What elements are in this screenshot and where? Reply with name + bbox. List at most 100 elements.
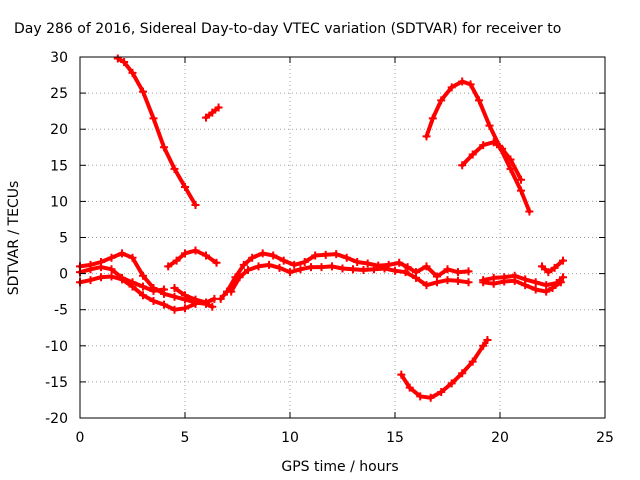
y-tick-label: 15 [50, 158, 68, 174]
data-point [525, 207, 534, 216]
series-line [78, 274, 198, 312]
data-point [311, 251, 320, 260]
y-tick-label: -5 [54, 303, 68, 319]
y-tick-label: 25 [50, 86, 68, 102]
data-point [172, 256, 181, 265]
data-point [479, 141, 488, 150]
data-point [170, 305, 179, 314]
data-point [517, 186, 525, 195]
series-band-d [170, 284, 219, 307]
data-point [458, 161, 467, 170]
data-point [548, 284, 557, 293]
data-point [475, 96, 483, 105]
data-point [464, 267, 473, 276]
data-point [464, 278, 473, 287]
data-point [97, 273, 105, 282]
x-axis-title: GPS time / hours [281, 459, 398, 475]
data-point [181, 291, 189, 300]
data-point [239, 260, 248, 269]
data-point [403, 263, 412, 272]
y-tick-label: 0 [59, 267, 68, 283]
data-point [559, 256, 567, 265]
data-point [380, 264, 389, 273]
data-point [86, 276, 95, 285]
series-line [424, 79, 532, 214]
data-point [458, 369, 467, 378]
data-point [422, 281, 431, 290]
data-point [208, 302, 217, 311]
data-point [191, 246, 200, 255]
y-tick-label: 20 [50, 122, 68, 138]
data-point [160, 300, 168, 309]
data-point [479, 341, 488, 350]
y-axis-title: SDTVAR / TECUs [6, 181, 22, 296]
data-point [113, 54, 122, 63]
chart-title: Day 286 of 2016, Sidereal Day-to-day VTE… [14, 21, 561, 37]
data-point [342, 253, 351, 262]
data-point [506, 155, 515, 164]
series-line [166, 248, 219, 269]
data-point [279, 256, 288, 265]
data-point [370, 265, 378, 274]
series-layer [76, 54, 567, 402]
data-point [139, 87, 147, 96]
series-band-e [164, 246, 221, 271]
data-point [458, 77, 467, 86]
data-point [97, 263, 105, 272]
data-point [468, 357, 477, 366]
data-point [401, 268, 410, 277]
data-point [265, 260, 273, 269]
data-point [235, 273, 244, 282]
x-tick-label: 15 [386, 430, 404, 446]
data-point [149, 286, 158, 295]
data-point [118, 275, 126, 284]
data-point [170, 284, 179, 293]
data-point [258, 249, 267, 258]
data-point [485, 121, 494, 130]
data-point [227, 287, 236, 296]
data-point [216, 294, 225, 303]
x-tick-label: 25 [596, 430, 614, 446]
data-point [181, 182, 189, 191]
series-line [218, 251, 471, 301]
series-line [115, 56, 198, 207]
data-point [426, 393, 435, 402]
data-point [164, 262, 173, 271]
data-point [107, 265, 116, 274]
y-tick-label: -15 [45, 375, 68, 391]
x-tick-label: 5 [181, 430, 190, 446]
data-point [489, 138, 498, 147]
data-point [120, 58, 129, 67]
series-band-i [479, 276, 565, 296]
data-point [397, 370, 406, 379]
data-point [542, 287, 551, 296]
data-point [500, 277, 509, 286]
data-point [437, 96, 446, 105]
data-point [307, 263, 315, 272]
data-point [363, 259, 372, 268]
data-point [300, 258, 309, 267]
data-point [286, 268, 294, 277]
y-tick-label: -10 [45, 339, 68, 355]
series-arc-short [202, 103, 223, 122]
data-point [353, 258, 362, 267]
data-point [479, 278, 488, 287]
data-point [454, 268, 462, 277]
data-point [170, 164, 179, 173]
ticks: 0 5 10 15 20 25 30 25 20 15 10 5 0 -5 -10 -15 -20 [45, 50, 614, 446]
data-point [202, 113, 210, 122]
series-arc-mid-right [458, 138, 525, 184]
series-band-f [216, 249, 473, 303]
data-point [332, 250, 341, 259]
data-point [466, 80, 475, 89]
data-point [454, 276, 462, 285]
data-point [181, 304, 189, 313]
data-point [160, 143, 168, 152]
data-point [128, 253, 137, 262]
data-point [443, 276, 452, 285]
data-point [338, 264, 347, 273]
data-point [181, 249, 189, 258]
data-point [395, 258, 404, 267]
data-point [422, 262, 431, 271]
data-point [248, 253, 257, 262]
